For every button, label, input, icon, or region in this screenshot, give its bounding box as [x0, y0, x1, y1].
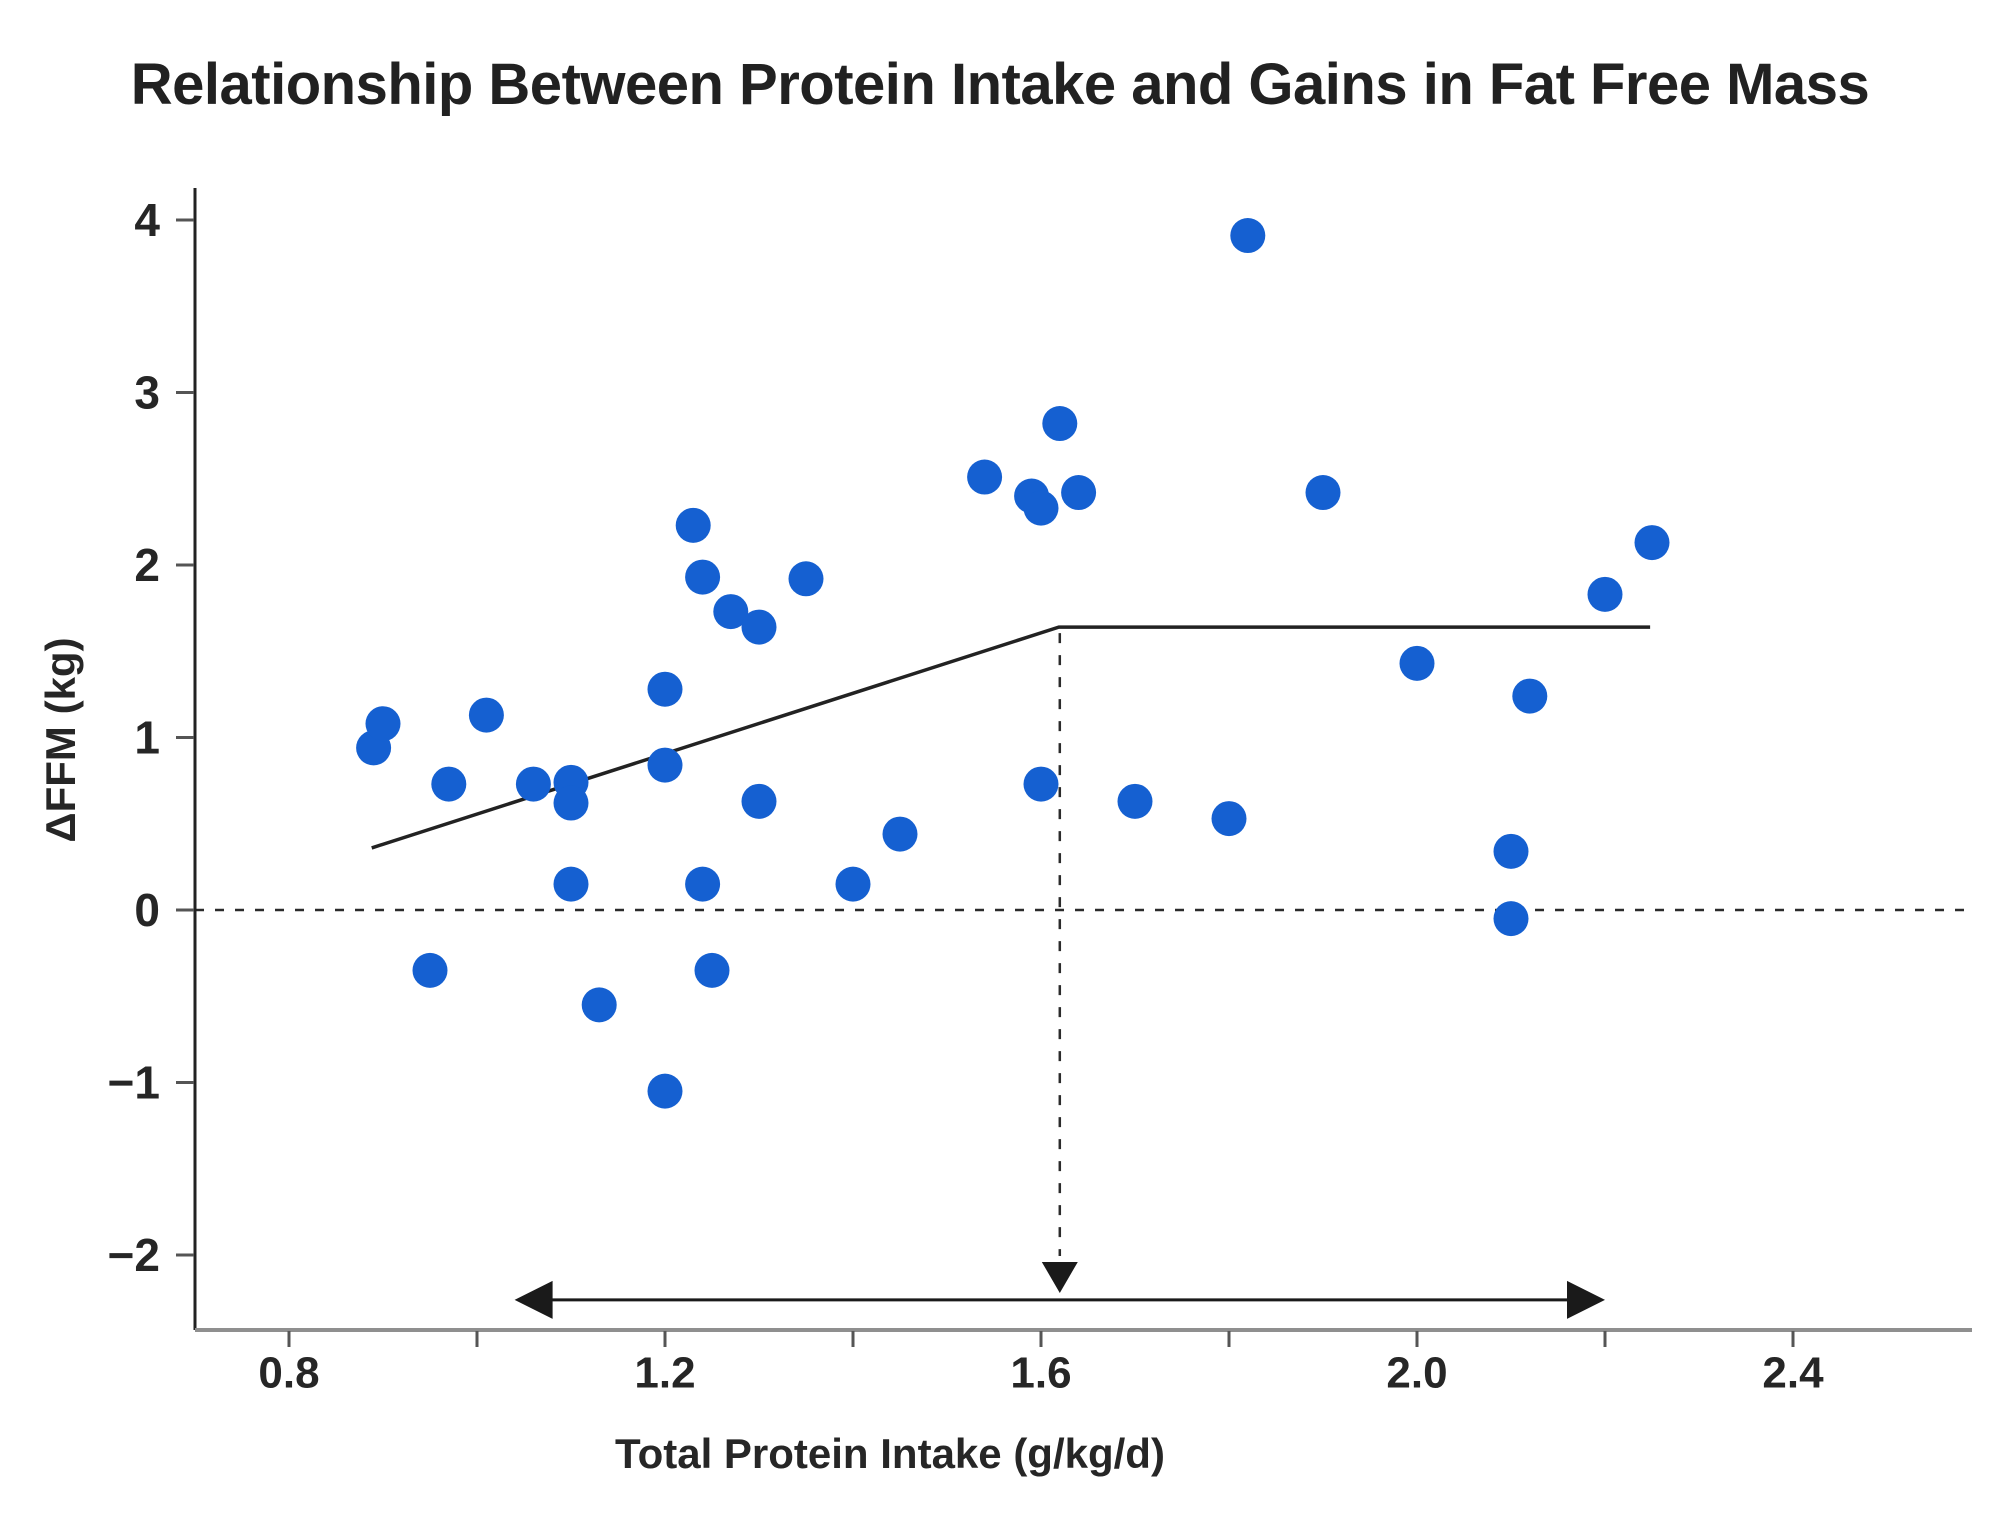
left-arrowhead-icon [514, 1280, 553, 1319]
data-point [1230, 218, 1266, 254]
data-point [365, 706, 401, 742]
y-tick-label: −1 [108, 1057, 160, 1109]
breakpoint-marker [1041, 633, 1078, 1293]
x-axis: 0.8 1.2 1.6 2.0 2.4 Total Protein Intake (g/… [195, 1328, 1972, 1477]
y-tick-label: −2 [108, 1229, 160, 1281]
data-point [553, 866, 589, 902]
data-point [967, 459, 1003, 495]
y-axis: 4 3 2 1 0 −1 −2 ΔFFM (kg) [37, 188, 197, 1330]
x-tick-label: 2.4 [1762, 1348, 1824, 1397]
data-point [1493, 901, 1529, 937]
data-point [1399, 645, 1435, 681]
data-point [1023, 766, 1059, 802]
y-tick-label: 2 [134, 539, 160, 591]
data-point [647, 1073, 683, 1109]
y-axis-ticks [176, 218, 194, 1257]
x-tick-label: 2.0 [1386, 1348, 1447, 1397]
trend-line [371, 625, 1651, 850]
data-point [685, 866, 721, 902]
y-tick-label: 0 [134, 884, 160, 936]
data-point [1042, 406, 1078, 442]
data-point [1023, 490, 1059, 526]
x-tick-label: 1.6 [1010, 1348, 1071, 1397]
x-axis-title: Total Protein Intake (g/kg/d) [615, 1430, 1165, 1477]
y-axis-tick-labels: 4 3 2 1 0 −1 −2 [108, 194, 161, 1281]
data-point [685, 559, 721, 595]
y-tick-label: 3 [134, 367, 160, 419]
range-arrow [514, 1280, 1605, 1319]
data-point [553, 785, 589, 821]
data-point [1117, 783, 1153, 819]
y-tick-label: 4 [134, 194, 160, 246]
data-point [1493, 833, 1529, 869]
scatter-points [356, 218, 1670, 1109]
data-point [515, 766, 551, 802]
data-point [647, 671, 683, 707]
data-point [1305, 475, 1341, 511]
data-point [675, 507, 711, 543]
data-point [741, 783, 777, 819]
trend-polyline [371, 625, 1651, 850]
right-arrowhead-icon [1567, 1280, 1605, 1319]
data-point [694, 952, 730, 988]
y-axis-title: ΔFFM (kg) [37, 637, 84, 842]
data-point [882, 816, 918, 852]
down-arrowhead-icon [1041, 1261, 1078, 1293]
x-axis-ticks [287, 1331, 1795, 1347]
data-point [835, 866, 871, 902]
data-point [468, 697, 504, 733]
x-tick-label: 0.8 [258, 1348, 319, 1397]
x-tick-label: 1.2 [634, 1348, 695, 1397]
chart-title: Relationship Between Protein Intake and … [130, 52, 1870, 117]
data-point [581, 987, 617, 1023]
data-point [431, 766, 467, 802]
data-point [1061, 475, 1097, 511]
data-point [788, 561, 824, 597]
data-point [1512, 678, 1548, 714]
data-point [1211, 801, 1247, 837]
data-point [741, 609, 777, 645]
y-tick-label: 1 [134, 712, 160, 764]
data-point [1634, 525, 1670, 561]
x-axis-tick-labels: 0.8 1.2 1.6 2.0 2.4 [258, 1348, 1824, 1397]
data-point [713, 594, 749, 630]
data-point [647, 747, 683, 783]
data-point [412, 952, 448, 988]
data-point [1587, 576, 1623, 612]
